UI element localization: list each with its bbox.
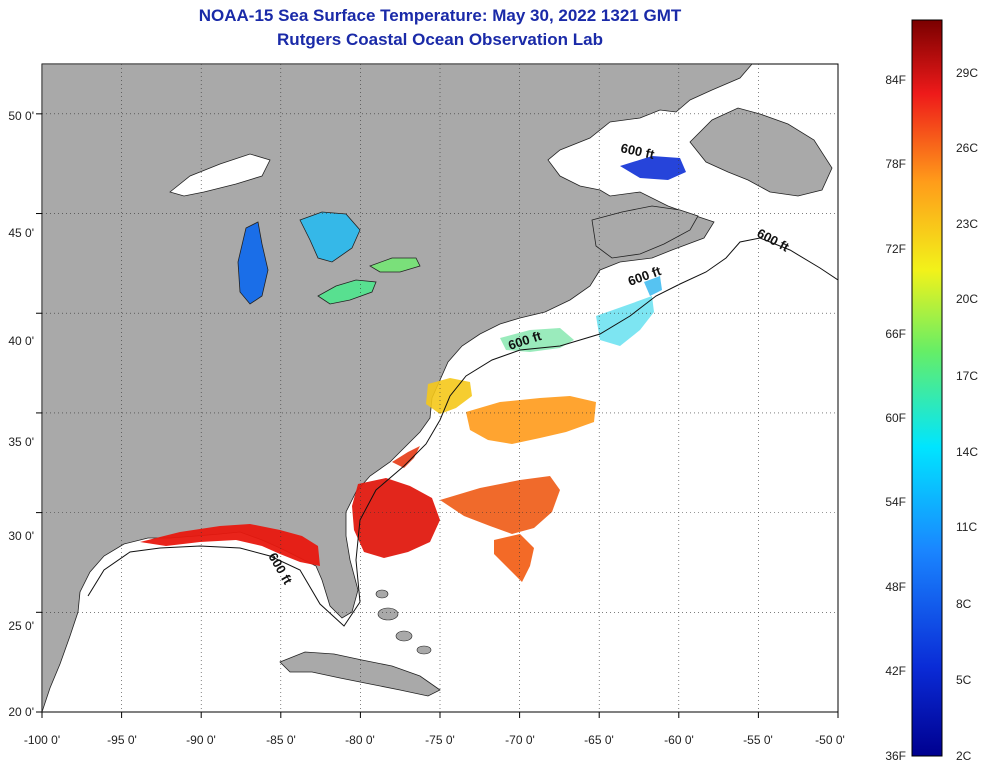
y-tick-label: 25 0' [8,619,34,633]
y-axis-labels: 20 0' 25 0' 30 0' 35 0' 40 0' 45 0' 50 0… [8,109,34,719]
x-tick-label: -85 0' [266,733,296,747]
sst-patch-gulf-stream-south [352,478,440,558]
x-tick-label: -55 0' [743,733,773,747]
y-tick-label: 35 0' [8,435,34,449]
colorbar-c-label: 26C [956,141,978,155]
sst-patch-carolina-shelf [392,446,420,468]
colorbar-c-label: 5C [956,673,972,687]
colorbar [911,19,943,757]
x-tick-label: -95 0' [107,733,137,747]
colorbar-f-label: 48F [885,580,906,594]
colorbar-f-label: 36F [885,749,906,763]
colorbar-c-label: 8C [956,597,972,611]
x-tick-label: -80 0' [345,733,375,747]
land-bahamas [375,589,432,655]
colorbar-c-label: 20C [956,292,978,306]
x-tick-label: -75 0' [425,733,455,747]
colorbar-c-label: 29C [956,66,978,80]
sst-patch-gulf-of-mexico [140,524,320,566]
colorbar-c-label: 23C [956,217,978,231]
colorbar-f-label: 66F [885,327,906,341]
colorbar-f-label: 84F [885,73,906,87]
x-tick-label: -70 0' [505,733,535,747]
colorbar-c-label: 17C [956,369,978,383]
y-tick-label: 45 0' [8,226,34,240]
colorbar-f-label: 60F [885,411,906,425]
sst-patch-cape-hatteras [426,378,472,414]
y-tick-label: 40 0' [8,334,34,348]
colorbar-c-label: 14C [956,445,978,459]
sst-patch-offshore-mid [466,396,596,444]
land-cuba [279,651,441,697]
y-tick-label: 30 0' [8,529,34,543]
graticule [42,64,838,712]
map-subtitle: Rutgers Coastal Ocean Observation Lab [277,30,603,49]
colorbar-f-label: 72F [885,242,906,256]
sst-patch-scotian-shelf [644,276,662,296]
colorbar-c-label: 2C [956,749,972,763]
colorbar-fahrenheit-labels: 84F 78F 72F 66F 60F 54F 48F 42F 36F [885,73,906,763]
colorbar-f-label: 42F [885,664,906,678]
x-tick-label: -90 0' [186,733,216,747]
y-tick-label: 50 0' [8,109,34,123]
sst-patch-east-florida [494,534,534,582]
colorbar-f-label: 78F [885,157,906,171]
x-tick-label: -100 0' [24,733,60,747]
x-axis-labels: -100 0' -95 0' -90 0' -85 0' -80 0' -75 … [24,733,845,747]
sst-patch-gulf-of-st-lawrence [620,156,686,180]
colorbar-c-label: 11C [956,520,977,534]
map-title: NOAA-15 Sea Surface Temperature: May 30,… [198,6,682,25]
y-tick-label: 20 0' [8,705,34,719]
axis-ticks [36,113,839,718]
land-nova-scotia [591,205,699,259]
sst-patch-offshore-south [440,476,560,534]
colorbar-f-label: 54F [885,495,906,509]
great-lakes [169,153,421,305]
x-tick-label: -65 0' [584,733,614,747]
contour-label: 600 ft [619,140,656,162]
colorbar-celsius-labels: 29C 26C 23C 20C 17C 14C 11C 8C 5C 2C [956,66,978,763]
x-tick-label: -50 0' [815,733,845,747]
x-tick-label: -60 0' [664,733,694,747]
land-newfoundland [689,107,833,197]
